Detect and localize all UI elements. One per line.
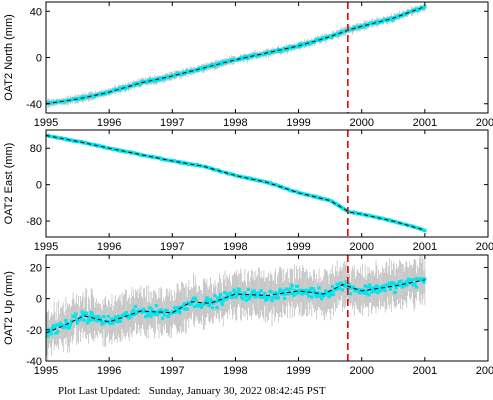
up-x-tick-label: 2001 [413,365,437,377]
east-x-tick-label: 1999 [286,241,310,253]
north-x-tick-label: 1999 [286,117,310,129]
north-trend-line [46,6,426,105]
up-markers [46,277,427,338]
north-frame [45,1,489,114]
up-plot-area [46,255,427,361]
north-y-axis-label: OAT2 North (mm) [3,14,15,101]
east-frame [45,129,489,238]
north-x-tick-label: 2001 [413,117,437,129]
up-y-tick-label: 0 [36,294,42,306]
up-y-tick-label: -20 [26,325,42,337]
up-y-tick-label: 20 [30,262,42,274]
north-plot-area [46,2,427,108]
north-x-tick-label: 1996 [97,117,121,129]
east-markers [46,133,427,233]
north-markers [46,5,427,106]
north-x-tick-label: 1998 [223,117,247,129]
up-x-tick-label: 2000 [349,365,373,377]
up-x-tick-label: 1995 [34,365,58,377]
east-x-tick-label: 1995 [34,241,58,253]
north-y-tick-label: -40 [26,99,42,111]
up-error-bars [46,255,426,361]
east-x-tick-label: 1998 [223,241,247,253]
footer: Plot Last Updated: Sunday, January 30, 2… [58,385,326,397]
up-frame [45,254,489,362]
east-x-tick-label: 2001 [413,241,437,253]
up-x-tick-label: 1997 [160,365,184,377]
east-y-axis-label: OAT2 East (mm) [3,143,15,225]
east-x-tick-label: 1996 [97,241,121,253]
up-x-tick-label: 1998 [223,365,247,377]
up-x-tick-label: 1999 [286,365,310,377]
east-y-tick-label: 80 [30,143,42,155]
up-y-axis-label: OAT2 Up (mm) [3,271,15,345]
east-y-tick-label: -80 [26,216,42,228]
east-x-tick-label: 1997 [160,241,184,253]
north-y-tick-label: 0 [36,53,42,65]
east-y-tick-label: 0 [36,180,42,192]
east-x-tick-label: 2000 [349,241,373,253]
east-plot-area [46,133,427,233]
east-trend-line [46,135,426,231]
up-y-tick-label: -40 [26,356,42,368]
footer-timestamp: Sunday, January 30, 2022 08:42:45 PST [148,385,326,397]
north-y-tick-label: 40 [30,6,42,18]
north-x-tick-label: 2000 [349,117,373,129]
north-x-tick-label: 1995 [34,117,58,129]
north-x-tick-label: 1997 [160,117,184,129]
footer-label: Plot Last Updated: [58,385,141,397]
up-x-tick-label: 1996 [97,365,121,377]
